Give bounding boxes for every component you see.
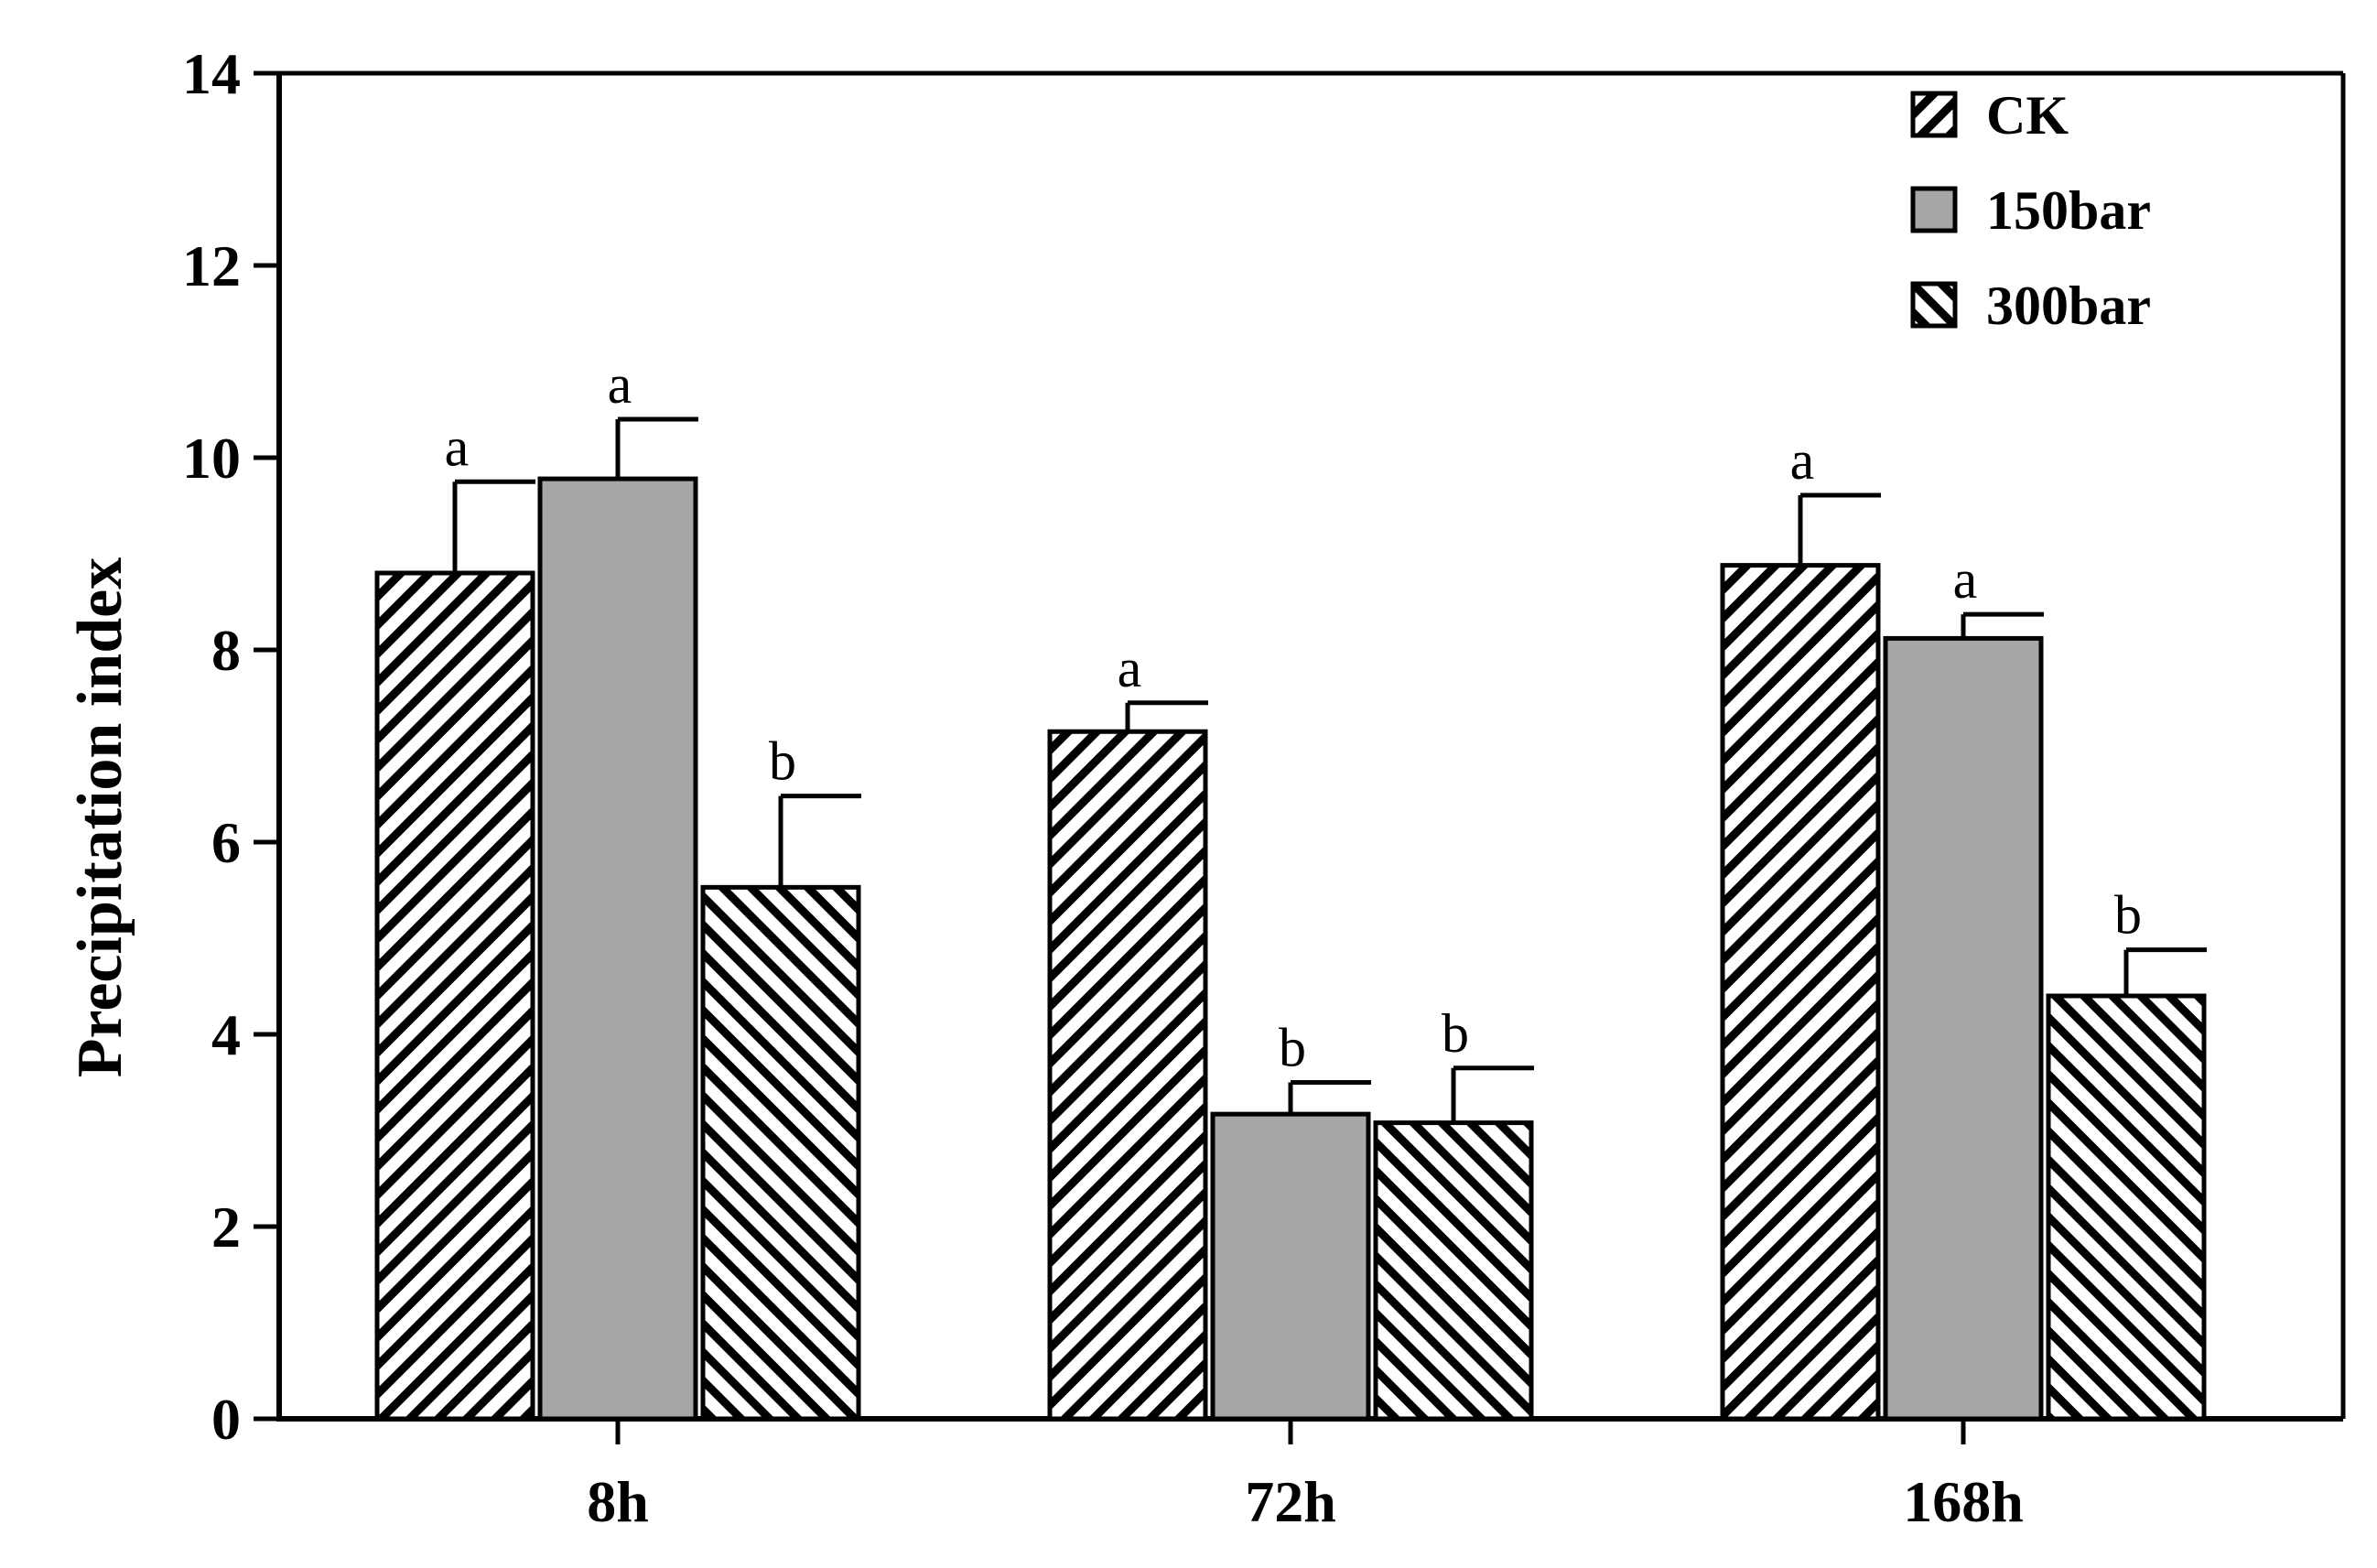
significance-CK-168h: a: [1790, 430, 1815, 491]
bars: [374, 476, 2207, 1422]
plot-frame: [279, 70, 2346, 1419]
y-tick-label-14: 14: [182, 41, 241, 106]
x-tick-label-168h: 168h: [1903, 1469, 2024, 1534]
x-tick-label-8h: 8h: [587, 1469, 649, 1534]
significance-150bar-168h: a: [1953, 549, 1978, 610]
bar-CK-8h: [374, 570, 535, 1422]
bar-300bar-72h: [1373, 1120, 1534, 1422]
legend-swatch-CK: [1910, 91, 1958, 138]
y-tick-label-6: 6: [211, 810, 241, 875]
bar-150bar-72h: [1210, 1111, 1371, 1422]
y-tick-label-8: 8: [211, 618, 241, 683]
bar-CK-72h: [1047, 729, 1208, 1422]
bar-150bar-168h: [1883, 635, 2044, 1422]
y-tick-label-10: 10: [182, 426, 241, 491]
legend-label-CK: CK: [1986, 85, 2069, 146]
y-tick-label-12: 12: [182, 233, 241, 298]
legend-label-300bar: 300bar: [1986, 276, 2151, 336]
y-axis: 0 2 4 6 8 10 12 14: [182, 41, 282, 1452]
legend: CK 150bar 300bar: [1910, 85, 2151, 336]
x-tick-label-72h: 72h: [1245, 1469, 1336, 1534]
legend-swatch-300bar: [1910, 281, 1958, 329]
bar-300bar-8h: [700, 884, 861, 1422]
y-axis-title: Precipitation index: [65, 557, 135, 1077]
y-tick-label-2: 2: [211, 1195, 241, 1260]
y-tick-label-0: 0: [211, 1387, 241, 1452]
error-bars: [452, 416, 2207, 1123]
significance-CK-8h: a: [445, 416, 470, 477]
significance-300bar-168h: b: [2114, 885, 2142, 946]
significance-300bar-8h: b: [769, 731, 796, 792]
bar-150bar-8h: [537, 476, 698, 1422]
significance-150bar-8h: a: [608, 354, 632, 415]
bar-300bar-168h: [2046, 993, 2207, 1422]
legend-label-150bar: 150bar: [1986, 180, 2151, 241]
legend-swatch-150bar: [1910, 186, 1958, 233]
y-tick-label-4: 4: [211, 1002, 241, 1067]
significance-CK-72h: a: [1118, 638, 1142, 698]
significance-150bar-72h: b: [1279, 1018, 1306, 1078]
bar-CK-168h: [1720, 563, 1881, 1422]
significance-300bar-72h: b: [1442, 1003, 1469, 1064]
significance-labels: a a b a b b a a b: [445, 354, 2142, 1078]
x-axis: 8h 72h 168h: [276, 1416, 2343, 1534]
